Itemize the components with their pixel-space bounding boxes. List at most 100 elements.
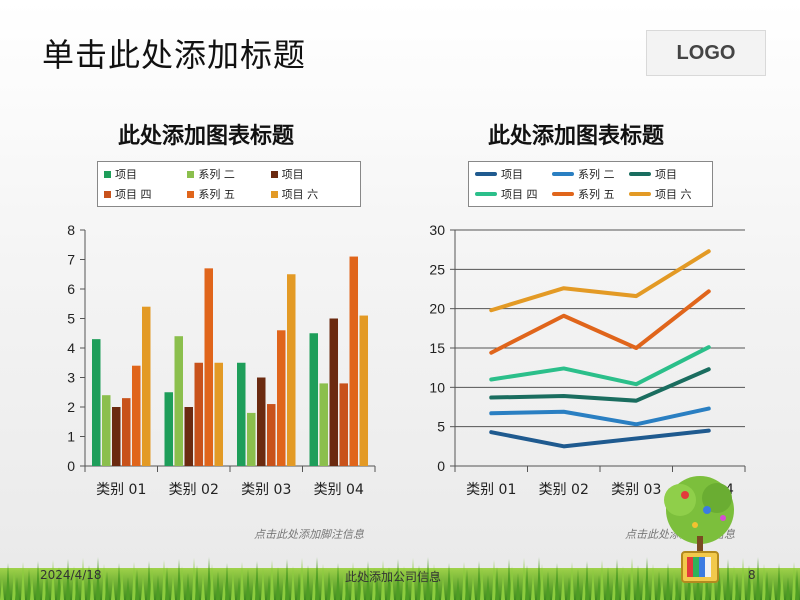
grass-blade (705, 575, 709, 600)
grass-blade (261, 568, 265, 600)
legend-item: 项目 (270, 166, 354, 182)
bar (287, 274, 296, 466)
grass-blade (771, 578, 775, 600)
grass-blade (246, 569, 250, 600)
grass-blade (330, 578, 334, 600)
grass-blade (657, 571, 661, 600)
grass-blade (60, 574, 64, 600)
legend-swatch (270, 170, 278, 178)
grass-blade (651, 564, 655, 600)
grass-blade (426, 557, 430, 600)
bar (339, 383, 348, 466)
grass-blade (492, 560, 496, 600)
grass-blade (291, 566, 295, 600)
legend-label: 项目 四 (115, 188, 152, 201)
legend-item: 项目 (629, 166, 706, 182)
y-tick-label: 6 (67, 281, 75, 297)
legend-item: 系列 五 (187, 186, 270, 202)
x-tick-label: 类别 03 (241, 482, 291, 498)
grass-blade (786, 577, 790, 600)
grass-blade (642, 572, 646, 600)
grass-blade (717, 567, 721, 600)
grass-blade (372, 568, 376, 600)
legend-label: 项目 (281, 168, 304, 181)
bar (184, 407, 193, 466)
grass-blade (720, 574, 724, 600)
grass-blade (207, 557, 211, 600)
legend-swatch (475, 192, 497, 196)
grass-blade (387, 567, 391, 600)
grass-blade (570, 562, 574, 600)
grass-blade (381, 560, 385, 600)
series-line (489, 367, 711, 403)
grass-blade (282, 574, 286, 600)
grass-blade (111, 578, 115, 600)
grass-blade (747, 565, 751, 600)
bar (247, 412, 256, 466)
grass-blade (486, 575, 490, 600)
legend-swatch (552, 192, 574, 196)
grass-blade (162, 560, 166, 600)
grass-blade (96, 557, 100, 600)
grass-blade (297, 573, 301, 600)
logo-placeholder[interactable]: LOGO (646, 30, 766, 76)
grass-blade (741, 558, 745, 600)
grass-blade (270, 560, 274, 600)
legend-label: 项目 (655, 168, 677, 181)
grass-blade (300, 558, 304, 600)
grass-blade (237, 577, 241, 600)
grass-blade (21, 562, 25, 600)
legend-item: 系列 二 (187, 166, 270, 182)
y-tick-label: 0 (67, 458, 75, 474)
grass-blade (636, 565, 640, 600)
y-tick-label: 30 (429, 222, 445, 238)
grass-blade (252, 576, 256, 600)
grass-blade (795, 569, 799, 600)
grass-blade (621, 566, 625, 600)
grass-blade (6, 563, 10, 600)
footer-page-number: 8 (748, 568, 756, 582)
legend-item: 项目 六 (270, 186, 354, 202)
grass-blade (666, 563, 670, 600)
grass-blade (357, 569, 361, 600)
grass-blade (735, 573, 739, 600)
grass-blade (462, 562, 466, 600)
grass-blade (660, 578, 664, 600)
grass-blade (45, 575, 49, 600)
grass-blade (726, 559, 730, 600)
bar (112, 407, 121, 466)
line-chart-title: 此处添加图表标题 (488, 124, 665, 149)
grass-blade (537, 557, 541, 600)
legend-label: 系列 二 (578, 168, 615, 181)
grass-blade (555, 563, 559, 600)
legend-item: 项目 四 (475, 186, 552, 202)
grass-blade (192, 558, 196, 600)
grass-blade (90, 572, 94, 600)
grass-blade (471, 576, 475, 600)
legend-swatch (187, 190, 195, 198)
grass-blade (396, 559, 400, 600)
legend-swatch (104, 190, 111, 198)
y-tick-label: 4 (67, 340, 75, 356)
grass-blade (102, 564, 106, 600)
grass-blade (390, 574, 394, 600)
grass-blade (690, 576, 694, 600)
grass-blade (267, 575, 271, 600)
bar (164, 392, 173, 466)
x-tick-label: 类别 03 (611, 482, 661, 498)
footer-date: 2024/4/18 (40, 568, 102, 582)
grass-blade (171, 574, 175, 600)
y-tick-label: 10 (429, 379, 445, 395)
grass-blade (582, 576, 586, 600)
grass-blade (585, 561, 589, 600)
grass-blade (186, 573, 190, 600)
grass-blade (360, 576, 364, 600)
series-line (489, 289, 711, 355)
bar (122, 398, 131, 466)
bar (132, 365, 141, 466)
legend-item: 项目 (475, 166, 552, 182)
grass-blade (417, 565, 421, 600)
slide-title[interactable]: 单击此处添加标题 (42, 36, 307, 74)
grass-blade (765, 571, 769, 600)
grass-blade (327, 571, 331, 600)
